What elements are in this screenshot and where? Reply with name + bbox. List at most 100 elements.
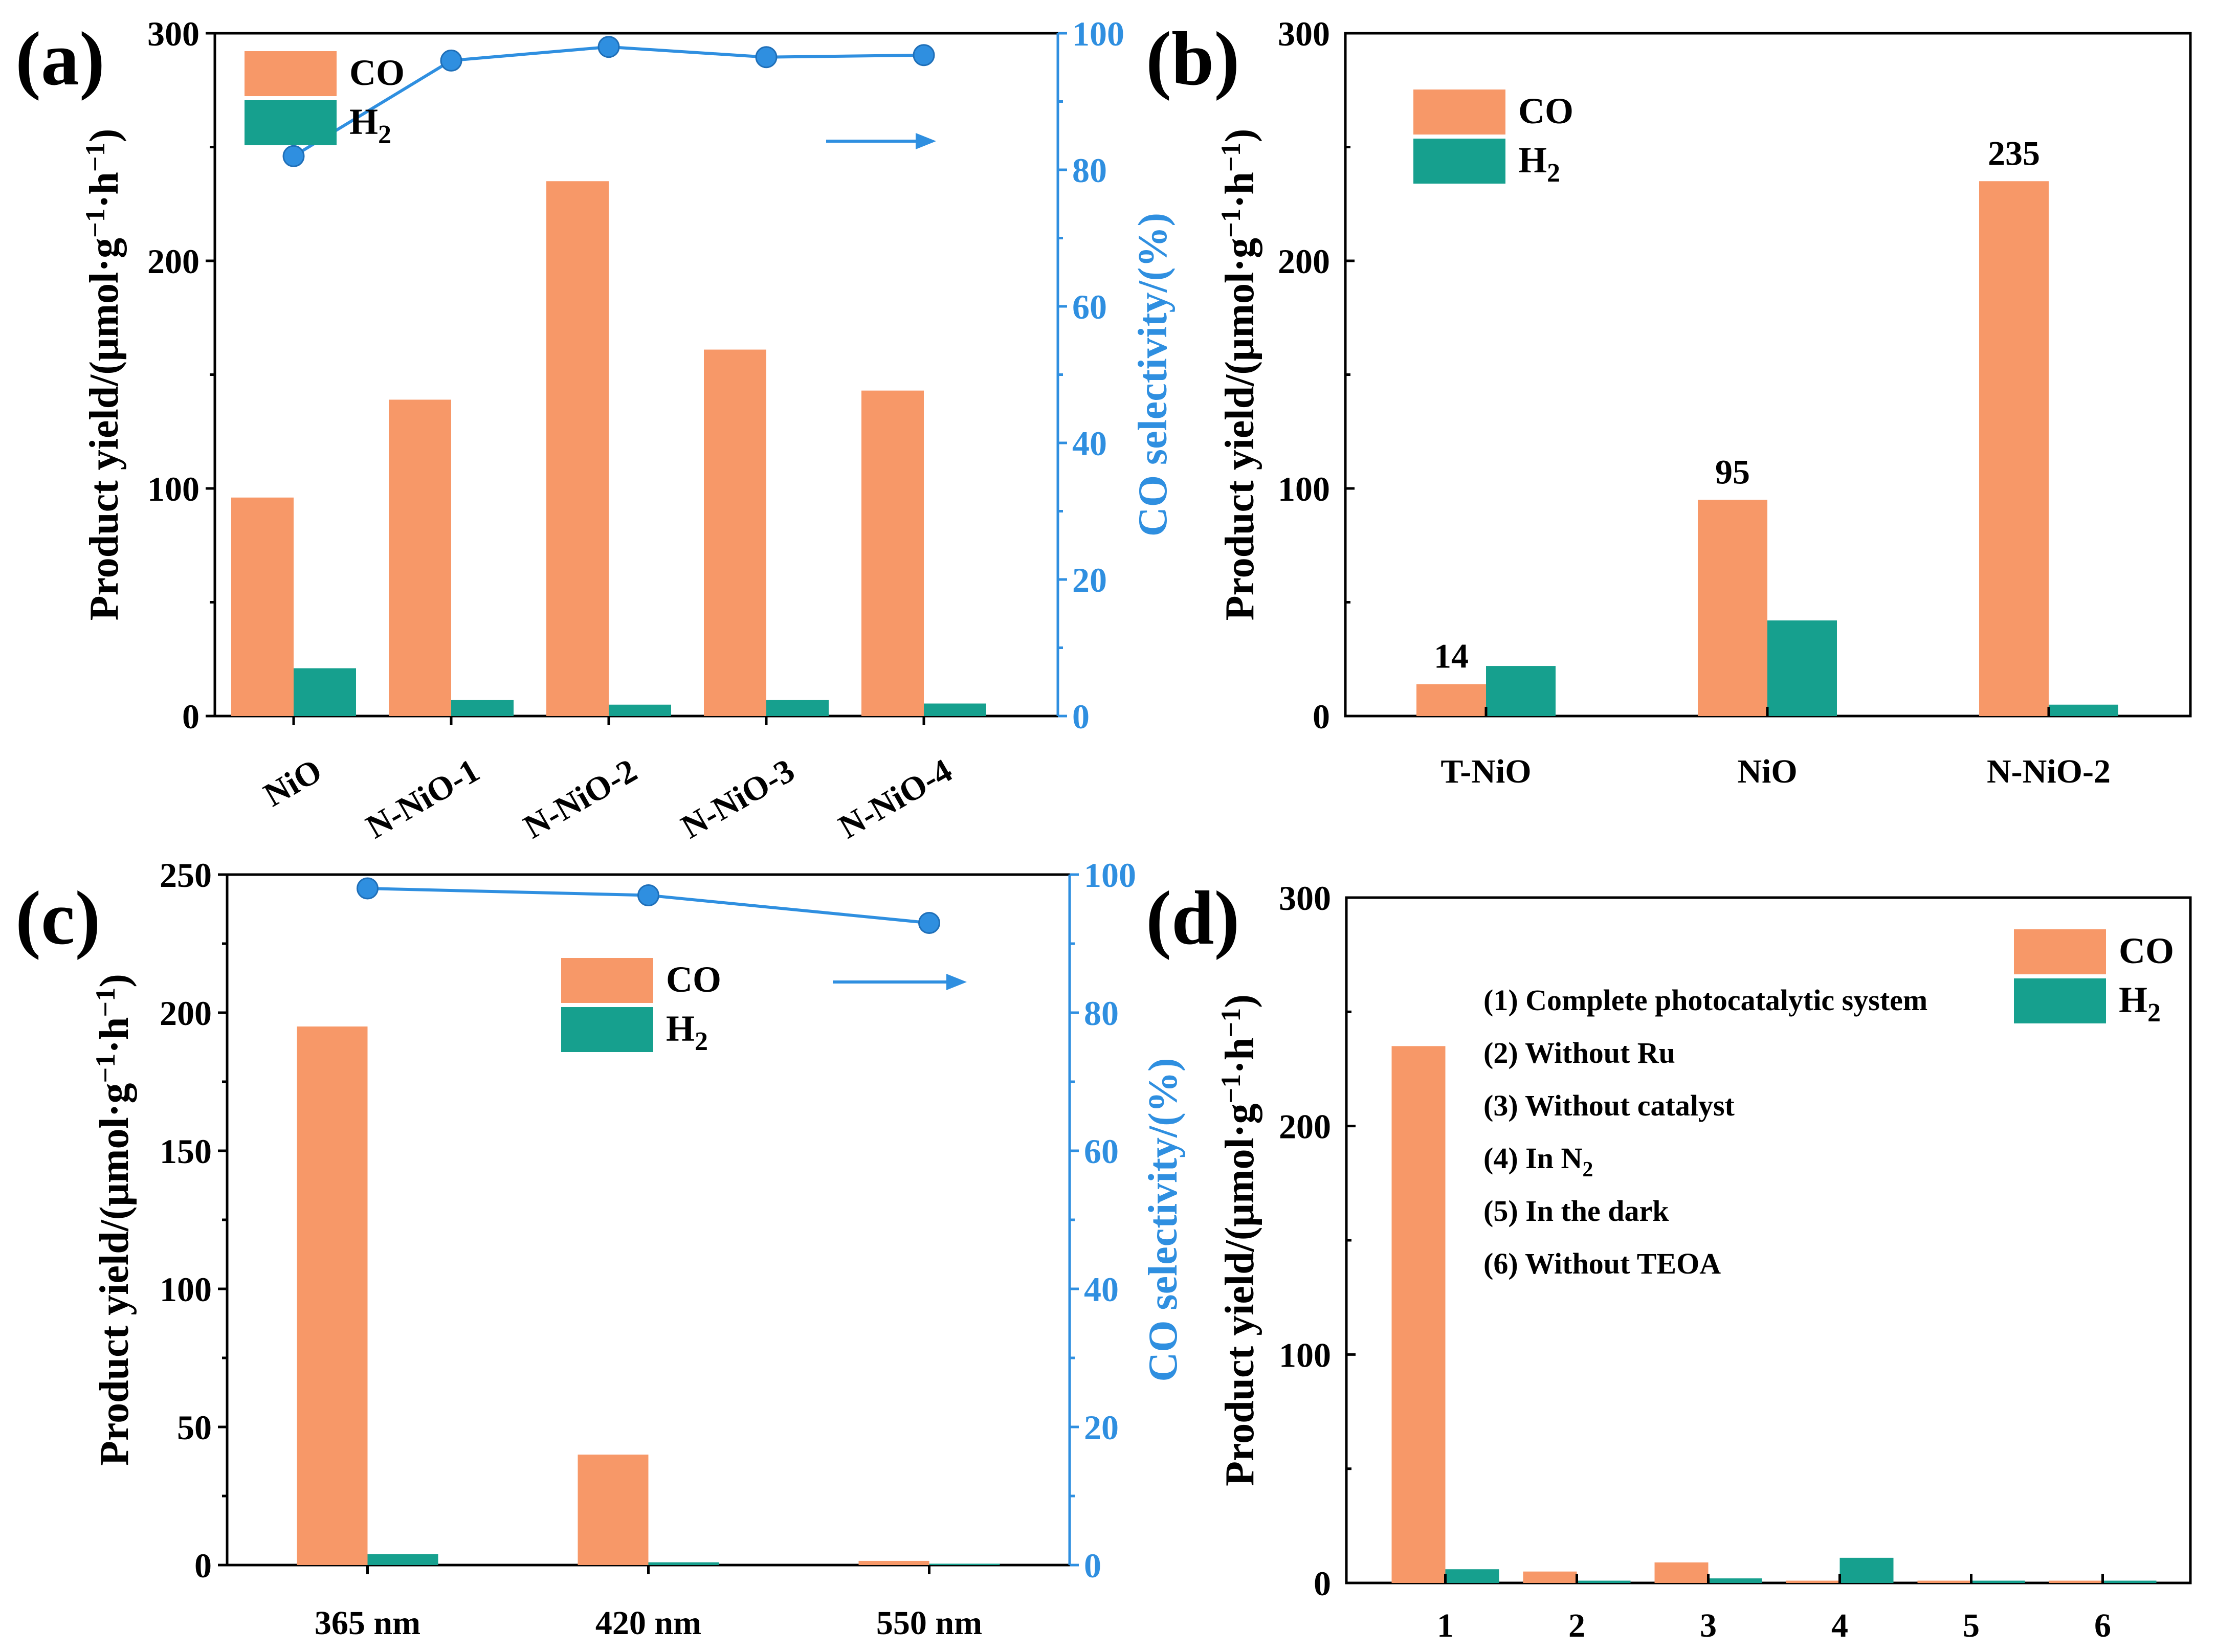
selectivity-point-1 [637,884,659,906]
annotation-0: (1) Complete photocatalytic system [1483,984,1927,1017]
x-tick-label: N-NiO-2 [517,752,643,846]
selectivity-point-2 [918,912,940,934]
annotation-3: (4) In N2 [1483,1142,1593,1181]
legend-label-1: H2 [666,1008,708,1056]
y2-tick-label: 20 [1084,1408,1119,1447]
y-label-unit: mol [1217,272,1262,338]
y-label-h: h [1217,172,1262,195]
y-tick-label: 0 [194,1546,212,1585]
y-label-g: g [1217,1104,1262,1124]
y-label-text: Product yield/( [1217,1226,1262,1486]
y2-axis-label: CO selectivity/(%) [1141,1058,1186,1381]
bar-h2-5 [2102,1580,2157,1583]
legend-subscript: 2 [378,120,391,149]
x-tick-label: N-NiO-1 [360,752,485,846]
y-label-dot2: · [1217,195,1262,209]
legend-label-1: H2 [2119,979,2161,1028]
selectivity-point-0 [357,877,379,900]
bar-h2-2 [929,1564,1000,1565]
y-label-h: h [82,172,127,195]
y2-tick-label: 60 [1072,287,1107,326]
panel-label: (b) [1146,16,1239,101]
legend-subscript: 2 [695,1027,708,1056]
y-label-dot2: · [82,195,127,209]
legend-swatch-1 [245,100,337,145]
y-label-h: h [92,1017,137,1040]
annotation-text: (5) In the dark [1483,1194,1669,1227]
y-axis-label: Product yield/(μmol·g−1·h−1) [90,974,137,1466]
bar-co-2 [1979,181,2049,716]
legend-subscript: 2 [2147,998,2161,1028]
panel-label: (a) [15,16,105,101]
bar-co-2 [1654,1562,1709,1583]
y2-axis-label: CO selectivity/(%) [1130,213,1176,537]
selectivity-point-2 [597,36,620,58]
bar-h2-2 [2049,704,2118,716]
legend-text: H [666,1008,695,1049]
y-tick-label: 300 [147,14,199,53]
x-tick-label: 550 nm [876,1604,982,1642]
x-tick-label: 4 [1831,1607,1848,1644]
y-tick-label: 200 [1278,242,1330,281]
legend-swatch-1 [561,1007,653,1052]
legend-text: CO [666,959,721,1000]
panel-label: (d) [1146,876,1239,961]
annotation-1: (2) Without Ru [1483,1036,1675,1069]
legend-subscript: 2 [1547,159,1560,188]
x-tick-label: NiO [1737,753,1797,790]
bar-h2-0 [1486,666,1556,716]
annotation-2: (3) Without catalyst [1483,1089,1735,1122]
y-axis-label: Product yield/(μmol·g−1·h−1) [1215,129,1262,621]
legend-swatch-0 [2014,929,2106,974]
y-label-dot2: · [1217,1060,1262,1074]
x-tick-label: 5 [1963,1607,1980,1644]
y-label-close: ) [82,129,127,143]
bar-h2-1 [648,1562,719,1565]
bar-h2-1 [1767,620,1837,716]
y-axis-label: Product yield/(μmol·g−1·h−1) [1215,994,1262,1486]
data-label: 95 [1715,452,1750,491]
bar-co-5 [2049,1580,2103,1583]
y2-tick-label: 20 [1072,561,1107,599]
y2-tick-label: 100 [1072,14,1124,53]
bar-co-0 [1391,1046,1446,1583]
annotation-text: (1) Complete photocatalytic system [1483,984,1927,1017]
y-label-g: g [82,238,127,258]
y-tick-label: 100 [1279,1335,1331,1374]
x-tick-label: 365 nm [315,1604,420,1642]
panel-label: (c) [15,876,100,961]
y-axis-label: Product yield/(μmol·g−1·h−1) [80,129,127,621]
y-tick-label: 250 [160,856,212,895]
bar-h2-3 [1839,1557,1894,1583]
bar-h2-3 [766,700,829,716]
bar-h2-2 [609,704,671,716]
y-tick-label: 200 [160,994,212,1033]
axis-arrow-head [916,133,936,149]
selectivity-point-0 [282,145,305,167]
x-tick-label: NiO [257,752,328,814]
legend-label-0: CO [1518,91,1573,131]
annotation-subscript: 2 [1582,1158,1593,1181]
y-label-unit: mol [92,1117,137,1183]
bar-co-1 [578,1455,649,1565]
legend-label-1: H2 [349,101,391,149]
y-label-text: Product yield/( [1217,361,1262,620]
x-tick-label: N-NiO-2 [1987,753,2111,790]
x-tick-label: 3 [1700,1607,1717,1644]
legend-swatch-0 [1413,90,1505,135]
y-tick-label: 150 [160,1132,212,1171]
y2-tick-label: 0 [1072,697,1090,736]
y-label-text: Product yield/( [82,361,127,620]
y-label-h: h [1217,1038,1262,1061]
legend-swatch-1 [2014,978,2106,1023]
selectivity-point-3 [755,46,778,69]
chart-panel-0: (a) 0 100 200 300 0 20 40 60 80 100 CO selectivity/… [15,14,1176,846]
y-label-sup1: −1 [80,208,110,238]
y-label-unit: mol [82,272,127,338]
legend-text: CO [2119,930,2174,971]
legend-label-0: CO [349,52,405,93]
y-label-sup1: −1 [1215,208,1246,238]
y-label-mu: μ [92,1183,137,1206]
x-tick-label: T-NiO [1440,753,1531,790]
